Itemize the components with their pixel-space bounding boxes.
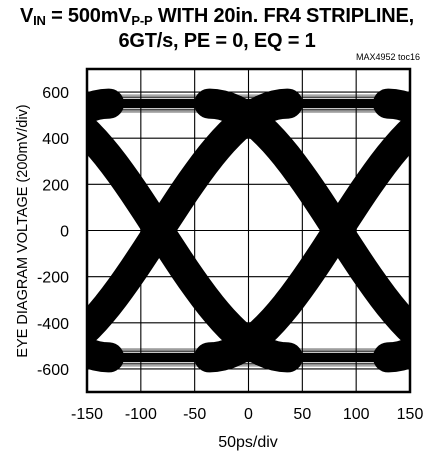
- plot-frame: [85, 67, 412, 394]
- chart-title-line-1: VIN = 500mVP-P WITH 20in. FR4 STRIPLINE,: [0, 4, 434, 28]
- x-tick-label: -100: [125, 406, 157, 423]
- y-tick-label: -200: [37, 270, 69, 287]
- y-tick-label: 200: [42, 177, 69, 194]
- eye-corner-blob: [422, 348, 434, 356]
- eye-corner-blob: [225, 348, 254, 357]
- x-tick-label: 50: [293, 406, 311, 423]
- y-tick-label: 0: [60, 224, 69, 241]
- chart-title-line-2: 6GT/s, PE = 0, EQ = 1: [118, 30, 316, 52]
- title-rest: WITH 20in. FR4 STRIPLINE,: [152, 5, 414, 27]
- x-tick-label: 100: [343, 406, 370, 423]
- x-axis-ticks: -150 -100 -50 0 50 100 150: [71, 406, 423, 423]
- chart-id-label: MAX4952 toc16: [355, 52, 420, 62]
- eye-corner-blob: [422, 105, 434, 113]
- title-subscript-in: IN: [33, 13, 46, 28]
- x-axis-label: 50ps/div: [218, 434, 278, 451]
- y-tick-label: -400: [37, 316, 69, 333]
- title-v: V: [19, 5, 34, 27]
- y-axis-label: EYE DIAGRAM VOLTAGE (200mV/div): [15, 104, 31, 357]
- eye-corner-blob: [225, 104, 254, 113]
- eye-corner-blob: [47, 105, 75, 113]
- x-tick-label: 0: [244, 406, 253, 423]
- x-tick-label: -150: [71, 406, 103, 423]
- y-tick-label: 600: [42, 85, 69, 102]
- y-tick-label: 400: [42, 131, 69, 148]
- grid-lines: [87, 69, 410, 392]
- title-mid: = 500mV: [45, 5, 132, 27]
- title-subscript-pp: P-P: [131, 13, 153, 28]
- x-tick-label: -50: [183, 406, 206, 423]
- x-tick-label: 150: [397, 406, 424, 423]
- y-axis-ticks: 600 400 200 0 -200 -400 -600: [37, 85, 69, 379]
- y-tick-label: -600: [37, 362, 69, 379]
- eye-corner-blob: [47, 348, 75, 356]
